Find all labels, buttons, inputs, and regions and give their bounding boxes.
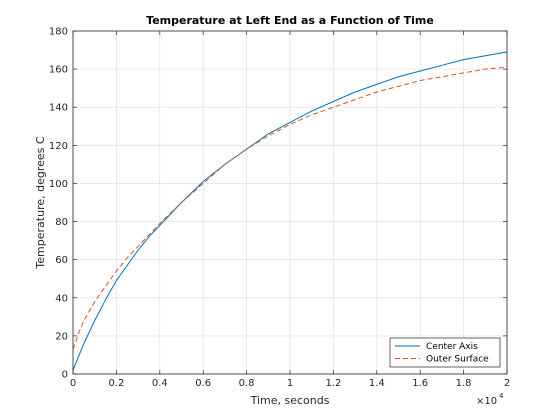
y-tick-label: 160 [49, 65, 68, 76]
y-tick-label: 20 [55, 331, 68, 342]
x-tick-label: 2 [504, 378, 510, 389]
x-tick-label: 0.6 [195, 378, 211, 389]
y-axis-label: Temperature, degrees C [34, 136, 47, 269]
chart-title: Temperature at Left End as a Function of… [146, 14, 434, 27]
y-tick-label: 0 [62, 370, 68, 381]
x-axis-exponent-base: ×10 [476, 396, 497, 407]
x-tick-label: 0.8 [239, 378, 255, 389]
x-tick-label: 1.8 [456, 378, 472, 389]
y-tick-label: 100 [49, 179, 68, 190]
tick-label-layer: 0 0.2 0.4 0.6 0.8 1 1.2 1.4 1.6 1.8 20204060801001… [49, 27, 510, 390]
series-line-center-axis [72, 51, 508, 371]
y-tick-label: 40 [55, 293, 68, 304]
x-tick-label: 1.2 [325, 378, 341, 389]
x-tick-label: 0.4 [152, 378, 168, 389]
legend-label-outer-surface: Outer Surface [426, 355, 489, 365]
tick-layer [72, 30, 508, 375]
x-axis-exponent-power: 4 [499, 392, 504, 400]
x-axis-label: Time, seconds [250, 394, 330, 407]
legend-label-center-axis: Center Axis [426, 342, 478, 352]
x-axis-exponent: ×10 4 [476, 392, 504, 407]
x-tick-label: 1.6 [412, 378, 428, 389]
y-tick-label: 60 [55, 255, 68, 266]
series-line-outer-surface [72, 66, 508, 350]
x-tick-label: 1.4 [369, 378, 385, 389]
series-layer [72, 51, 508, 371]
y-tick-label: 120 [49, 141, 68, 152]
x-tick-label: 1 [287, 378, 293, 389]
y-tick-label: 140 [49, 103, 68, 114]
legend: Center Axis Outer Surface [389, 337, 501, 368]
x-tick-label: 0.2 [108, 378, 124, 389]
x-tick-label: 0 [70, 378, 76, 389]
legend-box [389, 337, 501, 368]
y-tick-label: 180 [49, 27, 68, 38]
y-tick-label: 80 [55, 217, 68, 228]
